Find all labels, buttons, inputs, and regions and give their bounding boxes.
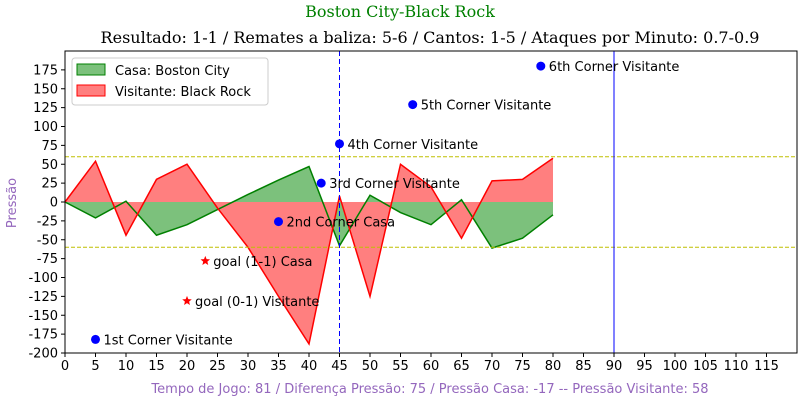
event-label: 2nd Corner Casa bbox=[287, 216, 396, 231]
goal-marker bbox=[200, 255, 211, 265]
y-tick-label: 150 bbox=[33, 82, 58, 97]
x-tick-label: 40 bbox=[301, 359, 318, 374]
x-tick-label: 25 bbox=[209, 359, 226, 374]
y-tick-label: 50 bbox=[41, 158, 58, 173]
corner-marker bbox=[536, 61, 546, 71]
y-tick-label: 75 bbox=[41, 139, 58, 154]
event-label: 3rd Corner Visitante bbox=[329, 177, 460, 192]
y-tick-label: -50 bbox=[37, 233, 58, 248]
event-label: goal (0-1) Visitante bbox=[195, 295, 319, 310]
y-tick-label: -25 bbox=[37, 214, 58, 229]
x-tick-label: 20 bbox=[179, 359, 196, 374]
corner-marker bbox=[274, 217, 283, 227]
event-label: 1st Corner Visitante bbox=[104, 333, 233, 348]
y-tick-label: -125 bbox=[28, 290, 58, 305]
y-tick-label: -175 bbox=[28, 328, 58, 343]
legend-label-home: Casa: Boston City bbox=[115, 64, 230, 79]
legend-swatch-home bbox=[76, 63, 106, 76]
x-tick-label: 10 bbox=[118, 359, 135, 374]
home-pressure-area bbox=[65, 166, 553, 249]
corner-marker bbox=[408, 100, 418, 110]
y-tick-label: 100 bbox=[33, 120, 58, 135]
y-tick-label: -150 bbox=[28, 309, 58, 324]
x-tick-label: 75 bbox=[514, 359, 531, 374]
away-pressure-line bbox=[64, 157, 554, 346]
x-tick-label: 115 bbox=[754, 359, 779, 374]
y-tick-label: -75 bbox=[37, 252, 58, 267]
corner-marker bbox=[91, 334, 100, 344]
x-tick-label: 100 bbox=[663, 359, 688, 374]
event-label: 6th Corner Visitante bbox=[549, 60, 680, 75]
x-tick-label: 70 bbox=[484, 359, 501, 374]
legend-box bbox=[71, 57, 269, 106]
corner-marker bbox=[316, 178, 326, 188]
away-pressure-area bbox=[65, 158, 553, 344]
event-label: 5th Corner Visitante bbox=[421, 99, 552, 114]
x-tick-label: 60 bbox=[423, 359, 440, 374]
x-tick-label: 35 bbox=[270, 359, 287, 374]
corner-marker bbox=[335, 139, 344, 149]
y-axis-label: Pressão bbox=[5, 178, 20, 228]
y-tick-label: -100 bbox=[28, 271, 58, 286]
x-tick-label: 110 bbox=[724, 359, 749, 374]
y-tick-label: 125 bbox=[33, 101, 58, 116]
x-tick-label: 45 bbox=[331, 359, 348, 374]
x-axis-label: Tempo de Jogo: 81 / Diferença Pressão: 7… bbox=[150, 382, 708, 397]
legend-label-away: Visitante: Black Rock bbox=[115, 85, 251, 100]
event-label: goal (1-1) Casa bbox=[213, 255, 312, 270]
x-tick-label: 65 bbox=[453, 359, 470, 374]
y-tick-label: -200 bbox=[28, 347, 58, 362]
event-label: 4th Corner Visitante bbox=[348, 138, 479, 153]
y-tick-label: 25 bbox=[41, 177, 58, 192]
x-tick-label: 90 bbox=[606, 359, 623, 374]
home-pressure-line bbox=[64, 165, 554, 249]
x-tick-label: 95 bbox=[636, 359, 653, 374]
plot-area: 1st Corner Visitante 2nd Corner Casa 3rd C… bbox=[28, 50, 798, 374]
x-tick-label: 50 bbox=[362, 359, 379, 374]
x-tick-label: 85 bbox=[575, 359, 592, 374]
x-tick-label: 30 bbox=[240, 359, 257, 374]
legend-swatch-away bbox=[76, 84, 106, 97]
y-tick-label: 0 bbox=[50, 196, 58, 211]
goal-marker bbox=[182, 295, 192, 305]
chart-title: Boston City-Black Rock bbox=[305, 2, 495, 21]
x-tick-label: 80 bbox=[545, 359, 562, 374]
x-tick-label: 105 bbox=[693, 359, 718, 374]
x-tick-label: 0 bbox=[61, 359, 69, 374]
x-tick-label: 55 bbox=[392, 359, 409, 374]
chart-subtitle: Resultado: 1-1 / Remates a baliza: 5-6 /… bbox=[101, 28, 760, 47]
x-tick-label: 15 bbox=[148, 359, 165, 374]
x-tick-label: 5 bbox=[91, 359, 99, 374]
y-tick-label: 175 bbox=[33, 63, 58, 78]
